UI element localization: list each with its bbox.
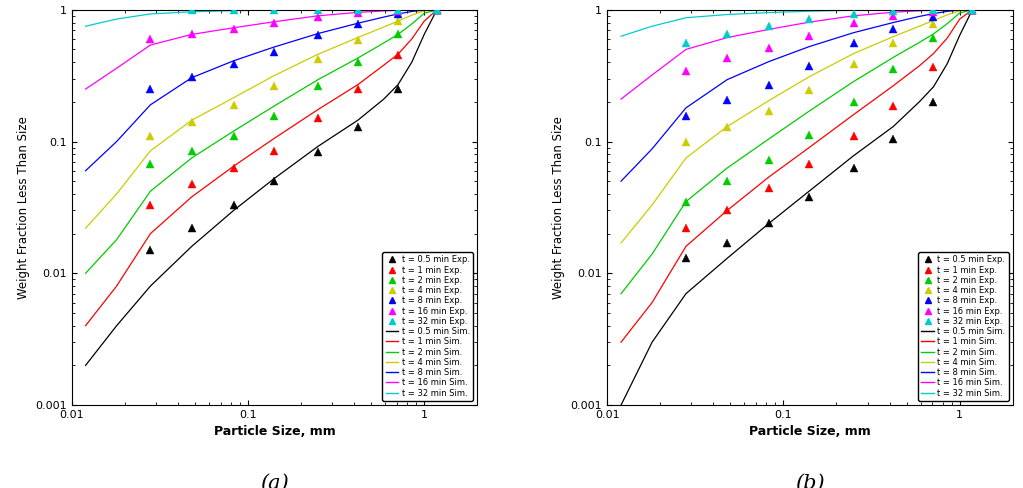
Text: (b): (b) xyxy=(795,474,825,488)
Y-axis label: Weight Fraction Less Than Size: Weight Fraction Less Than Size xyxy=(552,116,565,299)
Y-axis label: Weight Fraction Less Than Size: Weight Fraction Less Than Size xyxy=(16,116,30,299)
X-axis label: Particle Size, mm: Particle Size, mm xyxy=(749,426,871,438)
Legend: t = 0.5 min Exp., t = 1 min Exp., t = 2 min Exp., t = 4 min Exp., t = 8 min Exp.: t = 0.5 min Exp., t = 1 min Exp., t = 2 … xyxy=(918,252,1009,401)
X-axis label: Particle Size, mm: Particle Size, mm xyxy=(214,426,336,438)
Text: (a): (a) xyxy=(260,474,288,488)
Legend: t = 0.5 min Exp., t = 1 min Exp., t = 2 min Exp., t = 4 min Exp., t = 8 min Exp.: t = 0.5 min Exp., t = 1 min Exp., t = 2 … xyxy=(383,252,473,401)
